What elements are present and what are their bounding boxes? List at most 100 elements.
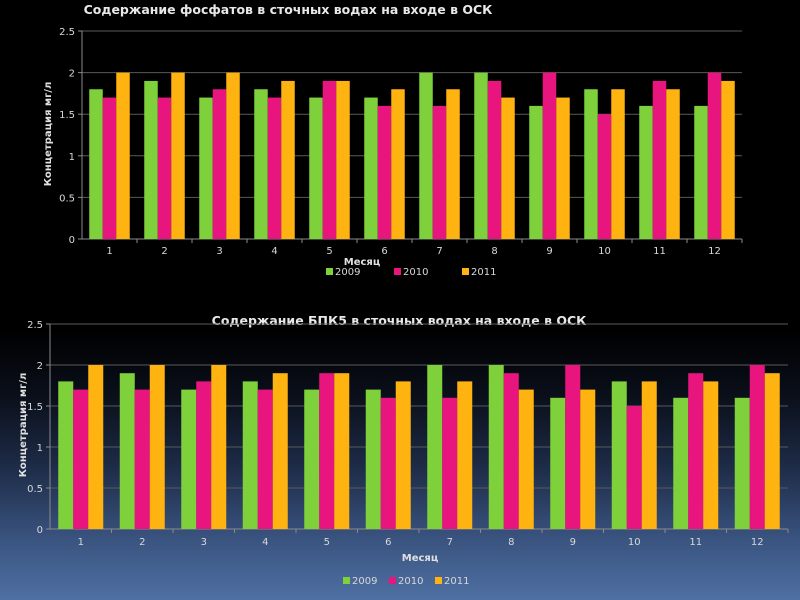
x-tick-labels: 1 2 3 4 5 6 7 8 9 10 11 12 (106, 246, 721, 257)
bars (58, 365, 780, 529)
bar-2011-month-9 (556, 97, 570, 239)
bar-2011-month-4 (272, 373, 288, 529)
bar-2011-month-7 (457, 381, 473, 529)
bar-2009-month-5 (309, 97, 323, 239)
legend-swatch-2011 (462, 268, 469, 275)
bar-2011-month-11 (703, 381, 719, 529)
bar-2010-month-9 (565, 365, 581, 529)
y-tick-label: 0.5 (59, 193, 75, 204)
bar-2010-month-4 (267, 97, 282, 239)
x-tick-label: 7 (436, 246, 442, 257)
gridlines (50, 323, 788, 489)
bar-2011-month-2 (149, 365, 165, 529)
x-tick-label: 2 (139, 537, 145, 548)
x-tick-label: 6 (381, 246, 387, 257)
bar-2010-month-11 (688, 373, 704, 529)
legend-label-2011: 2011 (471, 267, 496, 278)
x-tick-label: 6 (385, 537, 391, 548)
bar-2011-month-8 (518, 389, 534, 529)
bar-2009-month-4 (254, 89, 268, 240)
y-tick-label: 1 (69, 152, 75, 163)
x-axis-label: Месяц (402, 553, 439, 564)
x-tick-label: 10 (628, 537, 641, 548)
bar-2010-month-3 (196, 381, 212, 529)
bar-2009-month-5 (304, 389, 320, 529)
x-tick-label: 5 (324, 537, 330, 548)
bar-2009-month-12 (734, 397, 750, 529)
legend-label-2010: 2010 (398, 576, 423, 587)
bar-2010-month-10 (597, 114, 612, 239)
bar-2010-month-3 (212, 89, 227, 240)
x-tick-label: 9 (570, 537, 576, 548)
bar-2009-month-2 (144, 80, 158, 239)
bar-2010-month-8 (503, 373, 519, 529)
bar-2010-month-2 (157, 97, 172, 239)
chart-bod5: Содержание БПК5 в сточных водах на входе… (18, 313, 789, 587)
y-tick-label: 0.5 (27, 484, 43, 495)
y-tick-labels: 0 0.5 1 1.5 2 2.5 (59, 27, 75, 246)
bar-2010-month-8 (487, 80, 502, 239)
legend-label-2010: 2010 (403, 267, 428, 278)
bar-2009-month-7 (419, 72, 433, 239)
bar-2010-month-11 (652, 80, 667, 239)
bar-2009-month-8 (488, 365, 504, 529)
x-tick-label: 3 (216, 246, 222, 257)
bar-2009-month-12 (694, 105, 708, 239)
bar-2011-month-6 (395, 381, 411, 529)
y-tick-label: 0 (69, 235, 75, 246)
bar-2011-month-12 (721, 80, 735, 239)
x-tick-labels: 1 2 3 4 5 6 7 8 9 10 11 12 (78, 537, 764, 548)
x-tick-label: 8 (508, 537, 514, 548)
x-tick-label: 11 (689, 537, 702, 548)
legend-label-2009: 2009 (335, 267, 360, 278)
x-tick-label: 7 (447, 537, 453, 548)
bar-2010-month-7 (442, 397, 458, 529)
x-tick-label: 9 (546, 246, 552, 257)
bar-2010-month-9 (542, 72, 557, 239)
bar-2010-month-1 (73, 389, 89, 529)
gridlines (82, 30, 742, 198)
bar-2010-month-12 (749, 365, 765, 529)
y-tick-labels: 0 0.5 1 1.5 2 2.5 (27, 320, 43, 536)
bar-2009-month-6 (364, 97, 378, 239)
x-tick-label: 4 (271, 246, 277, 257)
bar-2010-month-5 (319, 373, 335, 529)
bar-2011-month-9 (580, 389, 596, 529)
x-tick-label: 3 (201, 537, 207, 548)
bar-2011-month-3 (226, 72, 240, 239)
legend-swatch-2009 (343, 577, 350, 584)
bar-2010-month-6 (380, 397, 396, 529)
bar-2009-month-1 (89, 89, 103, 240)
y-axis-label: Концетрация мг/л (43, 82, 54, 187)
legend-swatch-2009 (326, 268, 333, 275)
x-tick-label: 2 (161, 246, 167, 257)
bar-2011-month-8 (501, 97, 515, 239)
x-tick-label: 10 (598, 246, 611, 257)
bar-2011-month-2 (171, 72, 185, 239)
axes (78, 30, 743, 243)
y-tick-label: 2 (37, 361, 43, 372)
bar-2010-month-4 (257, 389, 273, 529)
bar-2009-month-3 (181, 389, 197, 529)
y-tick-label: 0 (37, 525, 43, 536)
bar-2011-month-7 (446, 89, 460, 240)
bar-2009-month-11 (673, 397, 689, 529)
bar-2011-month-6 (391, 89, 405, 240)
bar-2009-month-6 (365, 389, 381, 529)
legend: 2009 2010 2011 (326, 267, 496, 278)
bar-2011-month-3 (211, 365, 227, 529)
x-tick-label: 1 (78, 537, 84, 548)
bar-2011-month-5 (336, 80, 350, 239)
x-tick-label: 8 (491, 246, 497, 257)
y-tick-label: 2.5 (27, 320, 43, 331)
bar-2009-month-11 (639, 105, 653, 239)
bar-2011-month-1 (116, 72, 130, 239)
y-tick-label: 2.5 (59, 27, 75, 38)
bar-2010-month-2 (134, 389, 150, 529)
x-tick-label: 1 (106, 246, 112, 257)
x-tick-label: 12 (708, 246, 721, 257)
bar-2010-month-10 (626, 406, 642, 529)
bar-2010-month-12 (707, 72, 722, 239)
y-tick-label: 1.5 (59, 110, 75, 121)
